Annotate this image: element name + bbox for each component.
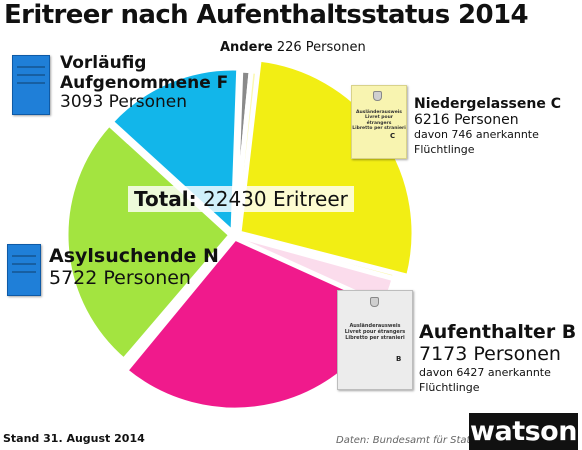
data-source: Daten: Bundesamt für Statisik bbox=[336, 435, 488, 446]
total-label-value: 22430 Eritreer bbox=[203, 187, 348, 211]
label-aufenthalter-count: 7173 Personen bbox=[419, 342, 561, 365]
label-vorlaeufig-count: 3093 Personen bbox=[60, 92, 188, 113]
permit-c-doc-line1: Ausländerausweis bbox=[356, 110, 402, 115]
pie-slice-asylsuchende-n bbox=[63, 121, 234, 363]
permit-c-document-icon: Ausländerausweis Livret pour étrangers L… bbox=[351, 85, 407, 159]
permit-c-doc-line3: Libretto per stranieri bbox=[352, 126, 406, 132]
label-aufenthalter-note2: Flüchtlinge bbox=[419, 380, 480, 394]
label-aufenthalter-note1: davon 6427 anerkannte bbox=[419, 365, 551, 379]
permit-b-doc-line2: Livret pour étrangers bbox=[344, 329, 406, 335]
label-aufenthalter-name: Aufenthalter B bbox=[419, 321, 577, 343]
label-vorlaeufig-name1: Vorläufig bbox=[60, 53, 147, 73]
label-vorlaeufig-name2: Aufgenommene F bbox=[60, 72, 229, 93]
label-vorlaeufig: Vorläufig Aufgenommene F 3093 Personen bbox=[60, 53, 229, 113]
label-aufenthalter: Aufenthalter B 7173 Personen davon 6427 … bbox=[419, 321, 577, 395]
label-asyl-count: 5722 Personen bbox=[49, 266, 191, 289]
permit-b-doc-line1: Ausländerausweis bbox=[349, 323, 401, 329]
total-label-bold: Total: bbox=[134, 187, 197, 211]
permit-b-doc-line3: Libretto per stranieri bbox=[345, 335, 405, 341]
permit-c-doc-line2: Livret pour étrangers bbox=[364, 115, 394, 126]
permit-b-doc-letter: B bbox=[396, 355, 402, 363]
label-andere: Andere 226 Personen bbox=[220, 40, 366, 55]
permit-f-document-icon bbox=[12, 55, 50, 115]
label-niedergelassene-count: 6216 Personen bbox=[414, 112, 519, 129]
label-niedergelassene: Niedergelassene C 6216 Personen davon 74… bbox=[414, 96, 561, 158]
watson-logo: watson bbox=[469, 413, 578, 450]
label-asyl-name: Asylsuchende N bbox=[49, 245, 219, 267]
label-niedergelassene-note1: davon 746 anerkannte bbox=[414, 128, 539, 142]
total-label: Total: 22430 Eritreer bbox=[128, 186, 354, 212]
permit-n-document-icon bbox=[7, 244, 41, 296]
permit-c-doc-letter: C bbox=[390, 132, 396, 140]
label-asyl: Asylsuchende N 5722 Personen bbox=[49, 245, 219, 290]
label-andere-name: Andere bbox=[220, 40, 273, 55]
label-andere-count: 226 Personen bbox=[276, 40, 366, 55]
chart-title: Eritreer nach Aufenthaltsstatus 2014 bbox=[4, 0, 529, 30]
label-niedergelassene-name: Niedergelassene C bbox=[414, 96, 561, 112]
footer-date: Stand 31. August 2014 bbox=[3, 432, 145, 445]
label-niedergelassene-note2: Flüchtlinge bbox=[414, 143, 475, 157]
permit-b-document-icon: Ausländerausweis Livret pour étrangers L… bbox=[337, 290, 413, 390]
